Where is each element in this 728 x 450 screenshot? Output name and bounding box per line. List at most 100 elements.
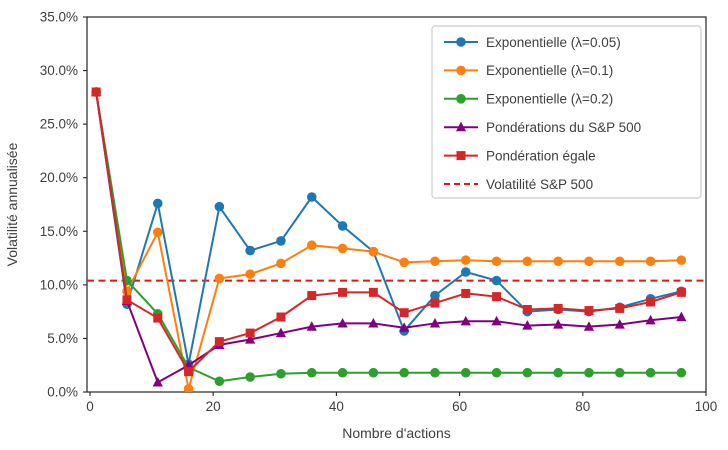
legend-sample-marker <box>456 94 466 104</box>
series-marker-exp-lambda-0-05 <box>337 221 348 231</box>
series-marker-equal-weight <box>214 337 224 347</box>
y-axis-tick-label: 30.0% <box>40 63 78 78</box>
series-marker-exp-lambda-0-05 <box>214 201 225 212</box>
series-marker-equal-weight <box>91 87 101 97</box>
legend-label: Pondération égale <box>486 148 596 163</box>
series-marker-exp-lambda-0-1 <box>460 255 471 266</box>
series-line-equal-weight <box>95 91 682 373</box>
series-marker-sp500-weights <box>522 320 533 330</box>
series-marker-equal-weight <box>584 306 594 316</box>
series-marker-exp-lambda-0-2 <box>276 368 286 379</box>
y-axis-tick-label: 0.0% <box>47 385 78 400</box>
series-marker-exp-lambda-0-2 <box>522 367 533 378</box>
series-marker-exp-lambda-0-2 <box>306 367 317 378</box>
series-marker-equal-weight <box>368 287 378 297</box>
series-marker-exp-lambda-0-1 <box>645 256 656 267</box>
series-marker-exp-lambda-0-1 <box>676 255 687 266</box>
series-marker-equal-weight <box>676 287 686 297</box>
legend-label: Exponentielle (λ=0.2) <box>486 92 613 107</box>
series-marker-exp-lambda-0-1 <box>337 243 348 254</box>
series-line-exp-lambda-0-05 <box>95 91 682 366</box>
legend-entry-exp-lambda-0-2: Exponentielle (λ=0.2) <box>444 92 613 107</box>
x-axis-tick-label: 0 <box>86 399 94 414</box>
series-marker-exp-lambda-0-2 <box>368 367 379 378</box>
x-axis-tick-label: 60 <box>452 399 467 414</box>
series-marker-exp-lambda-0-05 <box>306 192 317 202</box>
series-marker-exp-lambda-0-1 <box>522 256 533 267</box>
series-marker-exp-lambda-0-1 <box>614 256 625 267</box>
series-marker-exp-lambda-0-2 <box>584 367 594 378</box>
series-equal-weight <box>91 87 686 377</box>
series-marker-exp-lambda-0-2 <box>645 367 656 378</box>
series-marker-equal-weight <box>553 303 563 313</box>
legend-entry-exp-lambda-0-1: Exponentielle (λ=0.1) <box>444 63 613 78</box>
x-axis-tick-label: 100 <box>695 399 718 414</box>
series-marker-exp-lambda-0-2 <box>430 367 440 378</box>
y-axis-tick-label: 15.0% <box>40 224 78 239</box>
x-axis-tick-label: 40 <box>329 399 344 414</box>
series-marker-exp-lambda-0-2 <box>614 367 625 378</box>
series-marker-exp-lambda-0-1 <box>368 246 379 257</box>
series-line-exp-lambda-0-2 <box>95 91 682 383</box>
series-marker-equal-weight <box>646 297 656 307</box>
series-marker-exp-lambda-0-2 <box>399 367 409 378</box>
series-marker-sp500-weights <box>645 314 656 325</box>
series-marker-sp500-weights <box>614 319 625 329</box>
series-marker-exp-lambda-0-1 <box>276 258 286 269</box>
series-marker-equal-weight <box>122 295 132 305</box>
series-marker-exp-lambda-0-2 <box>553 367 563 378</box>
y-axis-title: Volatilité annualisée <box>4 142 20 266</box>
legend-label: Exponentielle (λ=0.1) <box>486 63 613 78</box>
legend-entry-equal-weight: Pondération égale <box>444 148 596 163</box>
legend-box <box>431 25 702 199</box>
series-marker-exp-lambda-0-2 <box>214 376 225 387</box>
series-marker-exp-lambda-0-2 <box>491 367 502 378</box>
legend-entry-sp500-volatility: Volatilité S&P 500 <box>444 177 593 192</box>
y-axis-tick-label: 25.0% <box>40 117 78 132</box>
series-marker-exp-lambda-0-1 <box>491 256 502 267</box>
y-axis-tick-label: 10.0% <box>40 277 78 292</box>
series-layer <box>87 86 706 392</box>
series-marker-sp500-weights <box>460 315 471 326</box>
series-marker-exp-lambda-0-1 <box>584 256 594 267</box>
series-marker-sp500-weights <box>429 318 441 328</box>
legend: Exponentielle (λ=0.05) Exponentielle (λ=0… <box>431 25 702 199</box>
series-marker-sp500-weights <box>245 334 256 344</box>
series-marker-exp-lambda-0-1 <box>214 273 225 284</box>
series-marker-equal-weight <box>338 287 348 297</box>
series-marker-sp500-weights <box>491 315 502 326</box>
series-marker-exp-lambda-0-05 <box>245 245 255 256</box>
series-marker-equal-weight <box>307 291 317 301</box>
x-axis-title: Nombre d'actions <box>342 425 451 441</box>
series-marker-exp-lambda-0-05 <box>491 275 502 286</box>
series-marker-exp-lambda-0-2 <box>676 367 687 378</box>
series-marker-exp-lambda-0-1 <box>430 256 440 267</box>
series-marker-exp-lambda-0-2 <box>245 372 255 382</box>
series-marker-exp-lambda-0-1 <box>306 240 317 251</box>
series-marker-exp-lambda-0-1 <box>245 269 255 279</box>
series-marker-equal-weight <box>492 292 502 302</box>
series-marker-equal-weight <box>184 367 194 377</box>
series-marker-equal-weight <box>399 308 409 318</box>
series-marker-sp500-weights <box>337 318 348 328</box>
legend-label: Pondérations du S&P 500 <box>486 120 641 135</box>
x-axis-tick-label: 80 <box>575 399 590 414</box>
series-marker-sp500-weights <box>368 318 379 328</box>
series-marker-exp-lambda-0-2 <box>460 367 471 378</box>
legend-label: Volatilité S&P 500 <box>486 177 593 192</box>
series-marker-sp500-weights <box>152 376 163 387</box>
series-marker-exp-lambda-0-1 <box>553 256 563 267</box>
legend-sample-marker <box>455 121 467 132</box>
series-exp-lambda-0-2 <box>91 87 687 387</box>
legend-sample-marker <box>456 37 466 47</box>
series-marker-exp-lambda-0-05 <box>152 198 163 209</box>
series-marker-exp-lambda-0-1 <box>152 227 163 238</box>
series-marker-sp500-weights <box>306 321 317 331</box>
legend-label: Exponentielle (λ=0.05) <box>486 35 621 50</box>
x-axis-tick-label: 20 <box>206 399 221 414</box>
series-marker-sp500-weights <box>583 321 595 331</box>
series-marker-equal-weight <box>461 288 471 298</box>
legend-entry-sp500-weights: Pondérations du S&P 500 <box>444 120 641 135</box>
